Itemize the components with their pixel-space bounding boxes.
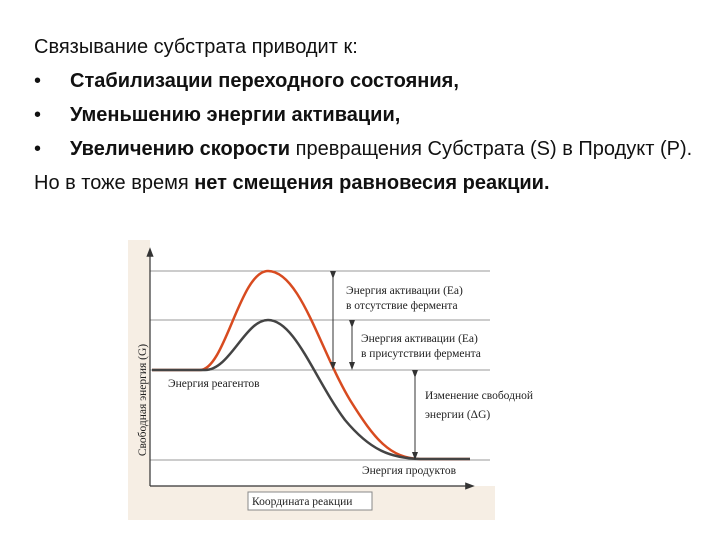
bullet: Увеличению скорости превращения Субстрат… (34, 132, 704, 166)
x-axis-label: Координата реакции (252, 496, 352, 508)
normal-text: превращения Субстрата (S) в Продукт (P). (295, 138, 693, 160)
bullet: Стабилизации переходного состояния, (34, 64, 704, 98)
label: в присутствии фермента (361, 348, 481, 360)
energy-arrows (330, 271, 418, 460)
final-line: Но в тоже время нет смещения равновесия … (34, 166, 704, 200)
y-axis-label: Свободная энергия (G) (137, 344, 149, 456)
label: Энергия реагентов (168, 378, 260, 390)
label: энергии (ΔG) (425, 409, 490, 421)
intro: Связывание субстрата приводит к: (34, 36, 358, 58)
label-box (422, 385, 552, 423)
label-box (342, 280, 487, 314)
bullet: Уменьшению энергии активации, (34, 98, 704, 132)
curve-without-enzyme (152, 269, 470, 461)
label: Энергия активации (Ea) (361, 333, 478, 345)
bold-text: Уменьшению энергии активации, (70, 104, 401, 126)
label: в отсутствие фермента (346, 300, 458, 312)
label: Изменение свободной (425, 390, 533, 402)
curve-with-enzyme (152, 318, 470, 461)
label-box (357, 328, 502, 362)
label-box (247, 491, 373, 511)
bold-text: Стабилизации переходного состояния, (70, 70, 459, 92)
normal-text: Но в тоже время (34, 172, 189, 194)
bold-text: нет смещения равновесия реакции. (194, 172, 550, 194)
background (128, 240, 150, 520)
label: Энергия продуктов (362, 465, 457, 477)
slide-text: Связывание субстрата приводит к: Стабили… (34, 30, 704, 200)
label: Энергия активации (Ea) (346, 285, 463, 297)
bold-text: Увеличению скорости (70, 138, 291, 160)
